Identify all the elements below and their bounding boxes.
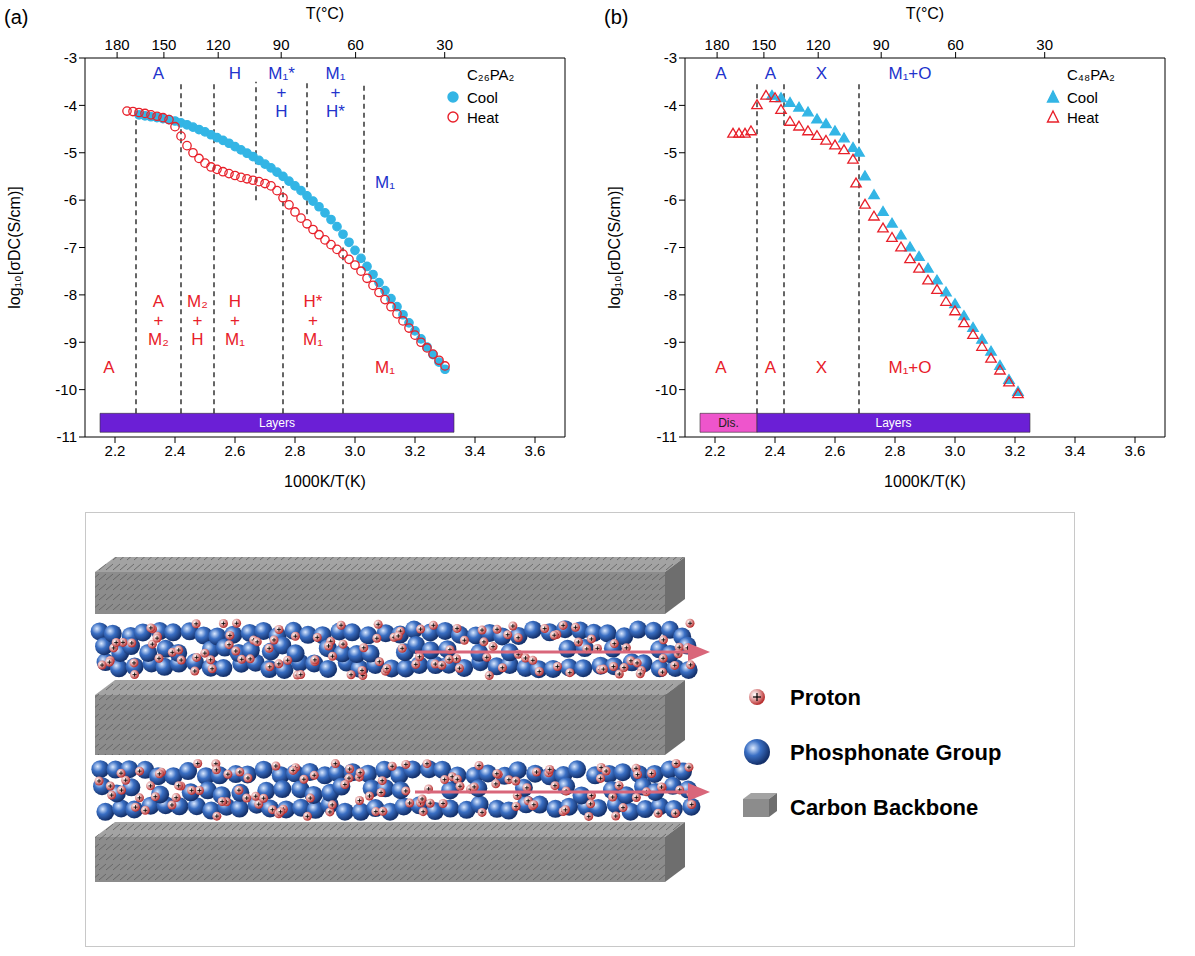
svg-text:1000K/T(K): 1000K/T(K) (884, 473, 966, 490)
svg-text:Layers: Layers (875, 416, 911, 430)
svg-text:-10: -10 (655, 381, 677, 398)
svg-text:Phosphonate Group: Phosphonate Group (790, 740, 1001, 765)
html-text:Heat: Heat (467, 108, 499, 126)
svg-text:Proton: Proton (790, 685, 861, 710)
svg-text:-3: -3 (64, 49, 77, 66)
svg-text:-5: -5 (664, 144, 677, 161)
svg-text:M₁+H*: M₁+H* (326, 64, 346, 121)
svg-text:1000K/T(K): 1000K/T(K) (284, 473, 366, 490)
svg-text:-10: -10 (55, 381, 77, 398)
svg-text:X: X (816, 64, 827, 83)
svg-text:M₁: M₁ (375, 358, 395, 377)
svg-text:M₁+O: M₁+O (888, 358, 931, 377)
svg-text:2.4: 2.4 (165, 442, 186, 459)
svg-text:A: A (765, 358, 777, 377)
svg-text:90: 90 (873, 36, 890, 53)
svg-text:2.4: 2.4 (765, 442, 786, 459)
svg-text:180: 180 (705, 36, 730, 53)
svg-text:H+M₁: H+M₁ (225, 292, 245, 349)
svg-text:3.4: 3.4 (1065, 442, 1086, 459)
svg-text:H: H (229, 64, 241, 83)
svg-text:-6: -6 (664, 191, 677, 208)
svg-text:2.2: 2.2 (705, 442, 726, 459)
svg-text:-8: -8 (664, 286, 677, 303)
html-text:C₄₈PA₂: C₄₈PA₂ (1067, 66, 1115, 83)
svg-text:2.6: 2.6 (825, 442, 846, 459)
html-text:Cool: Cool (467, 88, 498, 106)
svg-text:-6: -6 (64, 191, 77, 208)
svg-text:A: A (153, 64, 165, 83)
svg-text:3.2: 3.2 (1005, 442, 1026, 459)
html-text:C₂₆PA₂: C₂₆PA₂ (467, 66, 515, 83)
svg-text:A+M₂: A+M₂ (148, 292, 169, 349)
svg-text:log₁₀[σDC(S/cm)]: log₁₀[σDC(S/cm)] (6, 186, 23, 308)
svg-text:-11: -11 (656, 428, 677, 445)
svg-text:3.2: 3.2 (405, 442, 426, 459)
svg-text:-9: -9 (664, 334, 677, 351)
svg-text:2.8: 2.8 (885, 442, 906, 459)
svg-text:-3: -3 (664, 49, 677, 66)
svg-text:Dis.: Dis. (718, 416, 739, 430)
svg-text:Layers: Layers (259, 416, 295, 430)
svg-text:A: A (715, 64, 727, 83)
svg-text:T(°C): T(°C) (906, 5, 944, 22)
svg-text:30: 30 (436, 36, 453, 53)
svg-text:3.0: 3.0 (945, 442, 966, 459)
svg-text:150: 150 (751, 36, 776, 53)
html-text:Heat: Heat (1067, 108, 1099, 126)
svg-text:2.2: 2.2 (105, 442, 126, 459)
html-text:Cool: Cool (1067, 88, 1098, 106)
svg-text:120: 120 (806, 36, 831, 53)
svg-text:-8: -8 (64, 286, 77, 303)
svg-text:180: 180 (105, 36, 130, 53)
svg-text:2.6: 2.6 (225, 442, 246, 459)
html-text:(a): (a) (4, 6, 29, 28)
svg-text:M₁*+H: M₁*+H (268, 64, 295, 121)
svg-text:3.4: 3.4 (465, 442, 486, 459)
svg-text:M₂+H: M₂+H (187, 292, 208, 349)
svg-text:30: 30 (1036, 36, 1053, 53)
svg-text:M₁+O: M₁+O (888, 64, 931, 83)
svg-text:60: 60 (347, 36, 364, 53)
svg-text:M₁: M₁ (375, 173, 395, 192)
svg-text:Carbon Backbone: Carbon Backbone (790, 795, 978, 820)
svg-text:-4: -4 (64, 97, 77, 114)
svg-text:A: A (765, 64, 777, 83)
html-text:(b): (b) (604, 6, 629, 28)
svg-text:-7: -7 (64, 239, 77, 256)
svg-text:3.0: 3.0 (345, 442, 366, 459)
svg-text:log₁₀[σDC(S/cm)]: log₁₀[σDC(S/cm)] (606, 186, 623, 308)
svg-text:-5: -5 (64, 144, 77, 161)
svg-text:X: X (816, 358, 827, 377)
svg-text:3.6: 3.6 (525, 442, 546, 459)
svg-text:-9: -9 (64, 334, 77, 351)
svg-text:90: 90 (273, 36, 290, 53)
svg-text:60: 60 (947, 36, 964, 53)
svg-text:150: 150 (151, 36, 176, 53)
svg-text:H*+M₁: H*+M₁ (303, 292, 323, 349)
svg-text:A: A (103, 358, 115, 377)
svg-text:T(°C): T(°C) (306, 5, 344, 22)
svg-text:-4: -4 (664, 97, 677, 114)
svg-text:-7: -7 (664, 239, 677, 256)
svg-text:2.8: 2.8 (285, 442, 306, 459)
svg-text:-11: -11 (56, 428, 77, 445)
svg-text:A: A (715, 358, 727, 377)
svg-text:3.6: 3.6 (1125, 442, 1146, 459)
svg-text:120: 120 (206, 36, 231, 53)
